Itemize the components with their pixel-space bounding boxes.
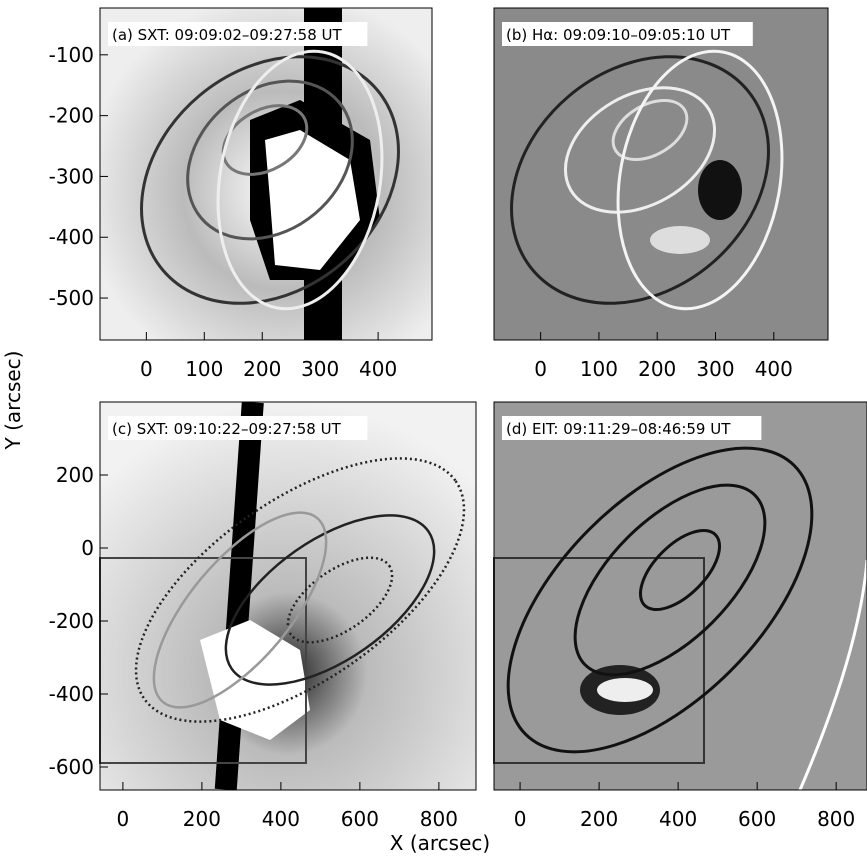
title-box xyxy=(502,22,753,46)
y-tick-label: -400 xyxy=(49,682,94,706)
panel-c-image xyxy=(99,401,476,791)
panel-frame xyxy=(493,7,829,341)
panel-title: (c) SXT: 09:10:22–09:27:58 UT xyxy=(112,420,342,438)
x-tick-label: 200 xyxy=(243,357,281,381)
y-tick-label: -500 xyxy=(49,286,94,310)
x-tick-label: 200 xyxy=(580,807,618,831)
panel-b-image xyxy=(494,8,828,340)
x-tick-label: 100 xyxy=(185,357,223,381)
title-box xyxy=(502,416,762,440)
panel-title: (b) Hα: 09:09:10–09:05:10 UT xyxy=(506,26,731,44)
x-tick-label: 0 xyxy=(534,357,547,381)
x-tick-label: 600 xyxy=(341,807,379,831)
panel-frame xyxy=(493,401,867,791)
x-tick-label: 0 xyxy=(117,807,130,831)
x-tick-label: 200 xyxy=(638,357,676,381)
x-tick-label: 800 xyxy=(420,807,458,831)
x-tick-label: 800 xyxy=(817,807,855,831)
x-tick-label: 100 xyxy=(580,357,618,381)
y-tick-label: -400 xyxy=(49,225,94,249)
x-tick-label: 400 xyxy=(755,357,793,381)
x-tick-label: 0 xyxy=(140,357,153,381)
y-tick-label: -600 xyxy=(49,755,94,779)
y-tick-label: -200 xyxy=(49,104,94,128)
panel-d-image xyxy=(493,402,867,791)
x-tick-label: 0 xyxy=(514,807,527,831)
x-axis-label: X (arcsec) xyxy=(390,831,490,855)
panel-title: (d) EIT: 09:11:29–08:46:59 UT xyxy=(506,420,731,438)
y-tick-label: 200 xyxy=(56,463,94,487)
x-tick-label: 300 xyxy=(301,357,339,381)
panel-frame xyxy=(99,401,477,791)
title-box xyxy=(108,22,368,46)
y-tick-label: -300 xyxy=(49,164,94,188)
x-tick-label: 400 xyxy=(359,357,397,381)
panel-a-image xyxy=(100,8,432,340)
y-tick-label: -100 xyxy=(49,43,94,67)
panel-title: (a) SXT: 09:09:02–09:27:58 UT xyxy=(112,26,343,44)
title-box xyxy=(108,416,368,440)
x-tick-label: 200 xyxy=(183,807,221,831)
y-tick-label: -200 xyxy=(49,609,94,633)
y-tick-label: 0 xyxy=(81,536,94,560)
x-tick-label: 400 xyxy=(659,807,697,831)
x-tick-label: 300 xyxy=(696,357,734,381)
panel-frame xyxy=(99,7,433,341)
x-tick-label: 600 xyxy=(738,807,776,831)
x-tick-label: 400 xyxy=(262,807,300,831)
y-axis-label: Y (arcsec) xyxy=(1,351,25,451)
